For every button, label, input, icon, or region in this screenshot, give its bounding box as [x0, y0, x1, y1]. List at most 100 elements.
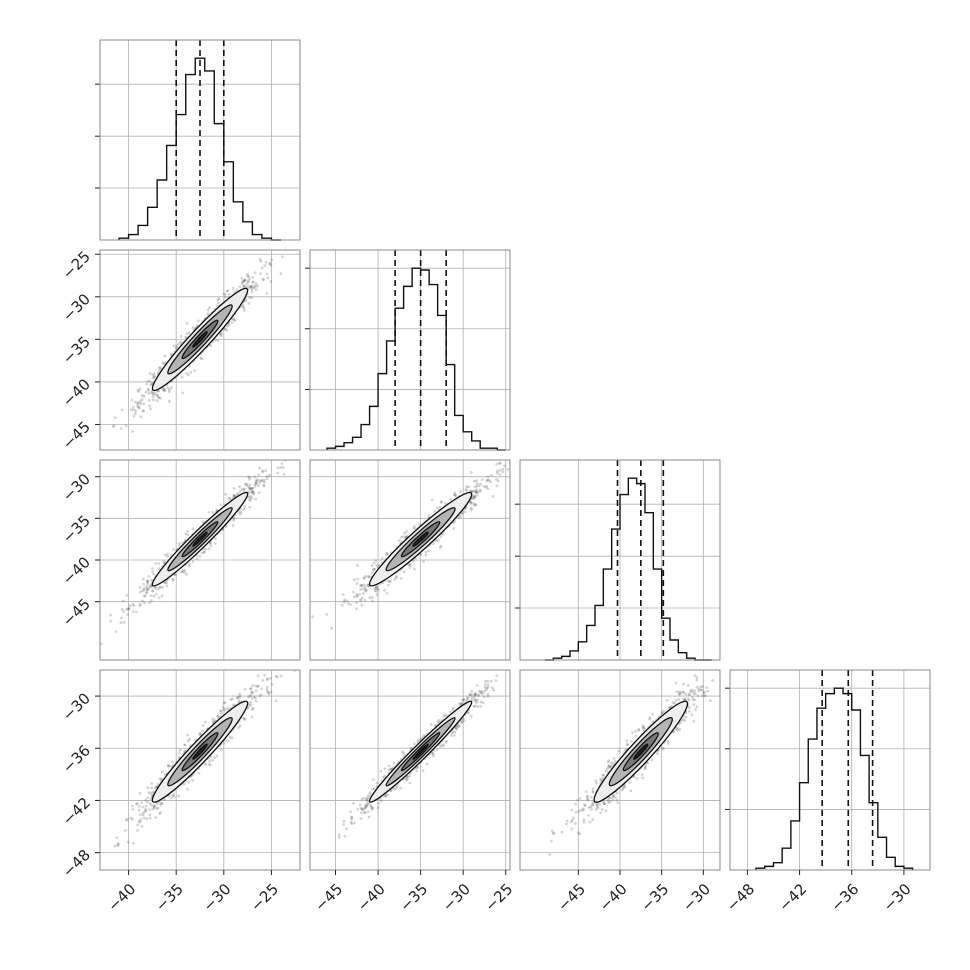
- sample-point: [230, 736, 234, 740]
- sample-point: [460, 720, 464, 724]
- sample-point: [245, 285, 249, 289]
- sample-point: [393, 578, 397, 581]
- sample-point: [150, 803, 153, 807]
- sample-point: [370, 596, 374, 599]
- sample-point: [219, 709, 223, 713]
- sample-point: [154, 393, 158, 397]
- sample-point: [661, 746, 664, 750]
- sample-point: [372, 567, 376, 571]
- sample-point: [387, 768, 391, 772]
- sample-point: [166, 386, 170, 390]
- sample-point: [139, 402, 143, 406]
- sample-point: [253, 485, 257, 488]
- sample-point: [242, 284, 245, 288]
- sample-point: [146, 581, 150, 584]
- sample-point: [153, 375, 156, 378]
- sample-point: [485, 479, 489, 483]
- sample-point: [237, 699, 241, 702]
- sample-point: [469, 714, 473, 718]
- sample-point: [496, 471, 499, 475]
- sample-point: [147, 586, 151, 590]
- sample-point: [383, 774, 386, 778]
- sample-point: [474, 700, 477, 703]
- sample-point: [361, 808, 365, 812]
- sample-point: [270, 683, 274, 686]
- sample-point: [693, 674, 697, 677]
- sample-point: [238, 490, 242, 494]
- sample-point: [466, 696, 470, 699]
- sample-point: [360, 584, 364, 587]
- sample-point: [134, 610, 138, 614]
- sample-point: [374, 559, 378, 563]
- sample-point: [486, 692, 490, 696]
- sample-point: [468, 692, 472, 696]
- sample-point: [248, 475, 252, 479]
- sample-point: [385, 553, 388, 557]
- sample-point: [439, 500, 443, 504]
- sample-point: [156, 806, 160, 810]
- sample-point: [365, 804, 369, 808]
- sample-point: [143, 594, 147, 598]
- sample-point: [146, 800, 150, 804]
- sample-point: [496, 479, 500, 483]
- sample-point: [363, 585, 367, 589]
- sample-point: [246, 485, 250, 488]
- sample-point: [252, 491, 256, 495]
- sample-point: [233, 494, 237, 498]
- sample-point: [171, 578, 175, 581]
- sample-point: [377, 802, 380, 805]
- sample-point: [198, 733, 202, 737]
- sample-point: [475, 491, 478, 494]
- sample-point: [490, 473, 493, 477]
- sample-point: [343, 598, 347, 602]
- sample-point: [147, 391, 151, 395]
- sample-point: [142, 409, 145, 413]
- sample-point: [124, 424, 128, 428]
- sample-point: [131, 405, 135, 409]
- sample-point: [470, 693, 473, 697]
- sample-point: [206, 308, 210, 312]
- sample-point: [221, 706, 225, 709]
- sample-point: [439, 544, 443, 548]
- sample-point: [134, 400, 137, 404]
- sample-point: [475, 484, 479, 488]
- sample-point: [163, 798, 167, 801]
- sample-point: [370, 806, 374, 810]
- sample-point: [131, 804, 135, 808]
- sample-point: [168, 764, 172, 768]
- sample-point: [362, 583, 366, 587]
- sample-point: [358, 592, 361, 596]
- sample-point: [214, 537, 218, 541]
- sample-point: [232, 516, 236, 520]
- sample-point: [145, 591, 149, 594]
- sample-point: [245, 483, 249, 487]
- sample-point: [263, 480, 266, 484]
- sample-point: [265, 272, 269, 276]
- sample-point: [684, 715, 688, 719]
- sample-point: [418, 738, 422, 742]
- sample-point: [209, 344, 213, 347]
- sample-point: [611, 798, 615, 802]
- sample-point: [400, 535, 403, 539]
- sample-point: [152, 375, 156, 379]
- sample-point: [253, 271, 257, 275]
- sample-point: [454, 494, 458, 497]
- sample-point: [157, 396, 161, 400]
- sample-point: [641, 725, 645, 729]
- sample-point: [137, 390, 141, 393]
- sample-point: [595, 803, 599, 807]
- sample-point: [142, 588, 146, 592]
- sample-point: [209, 755, 213, 759]
- sample-point: [375, 564, 379, 567]
- sample-point: [560, 830, 564, 834]
- sample-point: [251, 690, 255, 694]
- sample-point: [199, 732, 203, 736]
- sample-point: [144, 804, 148, 808]
- sample-point: [472, 490, 475, 494]
- sample-point: [261, 469, 265, 473]
- sample-point: [154, 562, 158, 565]
- sample-point: [248, 486, 252, 490]
- sample-point: [375, 586, 378, 590]
- sample-point: [232, 487, 236, 490]
- sample-point: [136, 401, 140, 405]
